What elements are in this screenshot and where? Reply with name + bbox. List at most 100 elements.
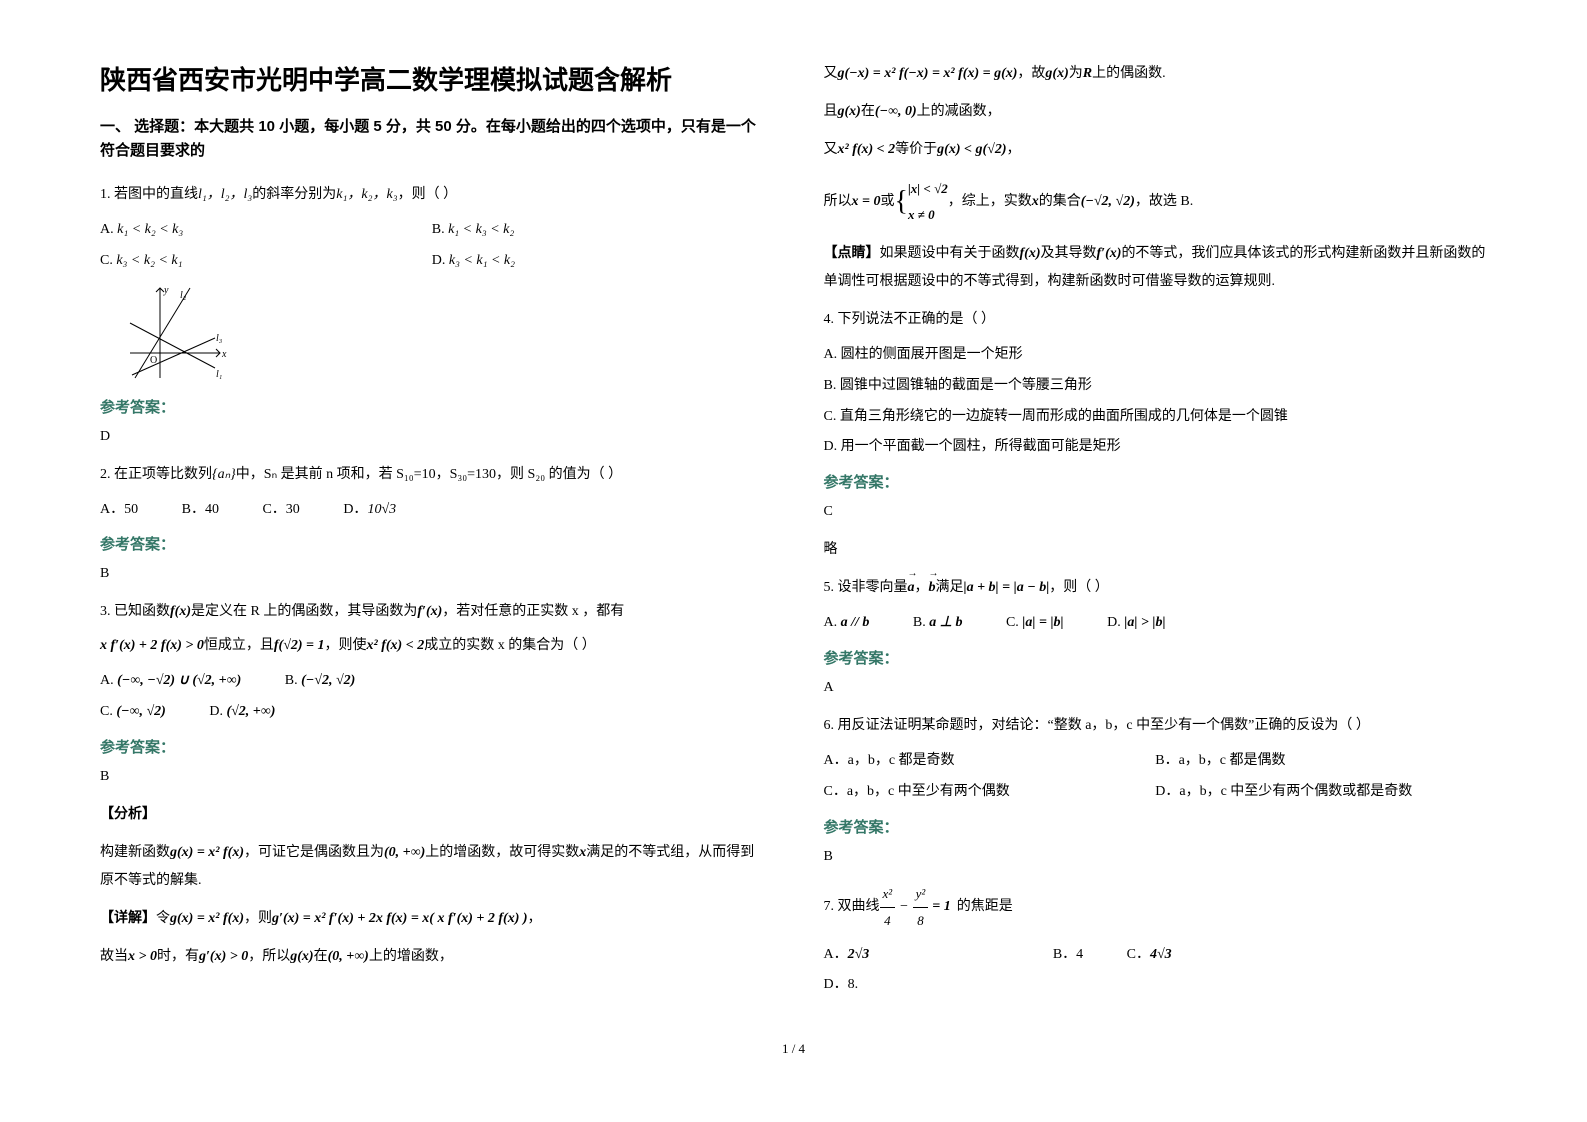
q6-optD: D．a，b，c 中至少有两个偶数或都是奇数 xyxy=(1155,777,1487,808)
q4-extra: 略 xyxy=(824,536,1488,564)
q5-ans: A xyxy=(824,674,1488,702)
q7-sa: 7. 双曲线 xyxy=(824,893,880,921)
q2-optA: A．50 xyxy=(100,495,138,526)
q3-r4ans: (−√2, √2) xyxy=(1081,188,1135,216)
q3-r3eq1: x² f(x) < 2 xyxy=(838,142,896,157)
q2-ans-label: 参考答案： xyxy=(100,533,764,554)
q1-stem-c: ，则（ ） xyxy=(398,187,458,202)
q3-gpgt0: g′(x) > 0 xyxy=(199,949,248,964)
q3-r1d: 上的偶函数. xyxy=(1092,66,1166,81)
q1-optB: k₁ < k₃ < k₂ xyxy=(448,222,514,237)
q4-optD: D. 用一个平面截一个圆柱，所得截面可能是矩形 xyxy=(824,432,1488,463)
q1-k3: k₃ xyxy=(386,187,397,202)
q3-dc: ， xyxy=(528,911,542,926)
q2-optD-pre: D． xyxy=(343,502,367,517)
q3-intv2: (0, +∞) xyxy=(328,949,369,964)
q3-tip-label: 【点睛】 xyxy=(824,246,880,261)
q7: 7. 双曲线 x²4 − y²8 = 1 的焦距是 xyxy=(824,881,1488,934)
q3-l2b: 时，有 xyxy=(157,949,199,964)
q2-optB: B．40 xyxy=(182,495,219,526)
q3-optC: (−∞, √2) xyxy=(116,704,165,719)
q3-r4x0: x = 0 xyxy=(852,188,881,216)
q4-optB: B. 圆锥中过圆锥轴的截面是一个等腰三角形 xyxy=(824,371,1488,402)
q3-l2d: 在 xyxy=(314,949,328,964)
q3-gx2a: g(x) = x² f(x) xyxy=(170,911,244,926)
q5-sb: ， xyxy=(915,580,929,595)
q3-analysis: 构建新函数g(x) = x² f(x)，可证它是偶函数且为(0, +∞)上的增函… xyxy=(100,839,764,895)
q7-sb: 的焦距是 xyxy=(957,893,1013,921)
q3-D: D. xyxy=(209,704,223,719)
q3-R: R xyxy=(1083,66,1092,81)
q3-l2c: ，所以 xyxy=(248,949,290,964)
q3-detail: 【详解】令g(x) = x² f(x)，则g′(x) = x² f′(x) + … xyxy=(100,905,764,933)
q3-tip: 【点睛】如果题设中有关于函数f(x)及其导数f′(x)的不等式，我们应具体该式的… xyxy=(824,240,1488,296)
q1-options: A. k₁ < k₂ < k₃ B. k₁ < k₃ < k₂ C. k₃ < … xyxy=(100,215,764,277)
q2: 2. 在正项等比数列{aₙ}中，Sₙ 是其前 n 项和，若 S₁₀=10，S₃₀… xyxy=(100,461,764,489)
svg-text:l₁: l₁ xyxy=(216,369,222,380)
q3-sys-bot: x ≠ 0 xyxy=(908,202,948,228)
q3-detail-label: 【详解】 xyxy=(100,911,156,926)
svg-text:y: y xyxy=(163,285,169,296)
q1-A: A. xyxy=(100,222,114,237)
q3-r1b: ，故 xyxy=(1017,66,1045,81)
q3-r4d: ，故选 B. xyxy=(1135,188,1193,216)
q3-tipfx: f(x) xyxy=(1020,246,1041,261)
q2-options: A．50 B．40 C．30 D．10√3 xyxy=(100,495,764,526)
q2-ans: B xyxy=(100,560,764,588)
q1-C: C. xyxy=(100,253,113,268)
q5-A: A. xyxy=(824,615,838,630)
q7-optD: D．8. xyxy=(824,970,1488,1001)
q4-ans: C xyxy=(824,498,1488,526)
q3-tipb: 及其导数 xyxy=(1041,246,1097,261)
q5-sa: 5. 设非零向量 xyxy=(824,580,908,595)
q3-optA: (−∞, −√2) ∪ (√2, +∞) xyxy=(117,673,241,688)
q3-optB: (−√2, √2) xyxy=(301,673,355,688)
q3-r1gx: g(x) xyxy=(1045,66,1068,81)
q5-D: D. xyxy=(1107,615,1121,630)
q6-stem: 6. 用反证法证明某命题时，对结论：“整数 a，b，c 中至少有一个偶数”正确的… xyxy=(824,712,1488,740)
q3-B: B. xyxy=(285,673,298,688)
q3-line2: x f′(x) + 2 f(x) > 0恒成立，且f(√2) = 1，则使x² … xyxy=(100,632,764,660)
q3-stem-b: 是定义在 R 上的偶函数，其导函数为 xyxy=(191,604,417,619)
q3-stem-e: ，则使 xyxy=(325,638,367,653)
q3-db: ，则 xyxy=(244,911,272,926)
q5-sc: 满足 xyxy=(936,580,964,595)
q3-l2e: 上的增函数， xyxy=(369,949,453,964)
q5-ans-label: 参考答案： xyxy=(824,647,1488,668)
q5-a: a xyxy=(908,574,915,602)
q5-optB: a ⊥ b xyxy=(929,615,962,630)
q3-r3: 又x² f(x) < 2等价于g(x) < g(√2)， xyxy=(824,136,1488,164)
q7-optB: B．4 xyxy=(1053,940,1083,971)
q2-stem-a: 2. 在正项等比数列 xyxy=(100,467,212,482)
q1-B: B. xyxy=(432,222,445,237)
q4-stem: 4. 下列说法不正确的是（ ） xyxy=(824,306,1488,334)
q4-ans-label: 参考答案： xyxy=(824,471,1488,492)
q6-optC: C．a，b，c 中至少有两个偶数 xyxy=(824,777,1156,808)
q1-l2: l₂， xyxy=(221,187,244,202)
q7-num2: y² xyxy=(913,881,929,908)
q3-gx2b: g(x) xyxy=(290,949,313,964)
svg-text:x: x xyxy=(221,349,227,360)
q5-C: C. xyxy=(1006,615,1019,630)
q3-r3eq2: g(x) < g(√2) xyxy=(937,142,1006,157)
q3-intv: (0, +∞) xyxy=(384,845,425,860)
q3-r2a: 且 xyxy=(824,104,838,119)
q5-options: A. a // b B. a ⊥ b C. |a| = |b| D. |a| >… xyxy=(824,608,1488,639)
q3-an1c: 上的增函数，故可得实数 xyxy=(425,845,579,860)
q7-frac1: x²4 xyxy=(880,881,896,934)
q3-optD: (√2, +∞) xyxy=(226,704,275,719)
left-column: 陕西省西安市光明中学高二数学理模拟试题含解析 一、 选择题：本大题共 10 小题… xyxy=(100,60,764,1001)
q3-l2a: 故当 xyxy=(100,949,128,964)
q2-optC: C．30 xyxy=(262,495,299,526)
q1-optA: k₁ < k₂ < k₃ xyxy=(117,222,183,237)
q4-optC: C. 直角三角形绕它的一边旋转一周而形成的曲面所围成的几何体是一个圆锥 xyxy=(824,402,1488,433)
q1-stem-a: 1. 若图中的直线 xyxy=(100,187,198,202)
section-1-heading: 一、 选择题：本大题共 10 小题，每小题 5 分，共 50 分。在每小题给出的… xyxy=(100,115,764,163)
q1-figure: x y l₂ l₃ l₁ O xyxy=(120,283,764,388)
q7-optC: 4√3 xyxy=(1150,947,1172,962)
q3-r4b: ，综上，实数 xyxy=(948,188,1032,216)
q5-B: B. xyxy=(913,615,926,630)
q3-r2b: 在 xyxy=(861,104,875,119)
q3-r1a: 又 xyxy=(824,66,838,81)
q7-minus: − xyxy=(899,893,908,921)
